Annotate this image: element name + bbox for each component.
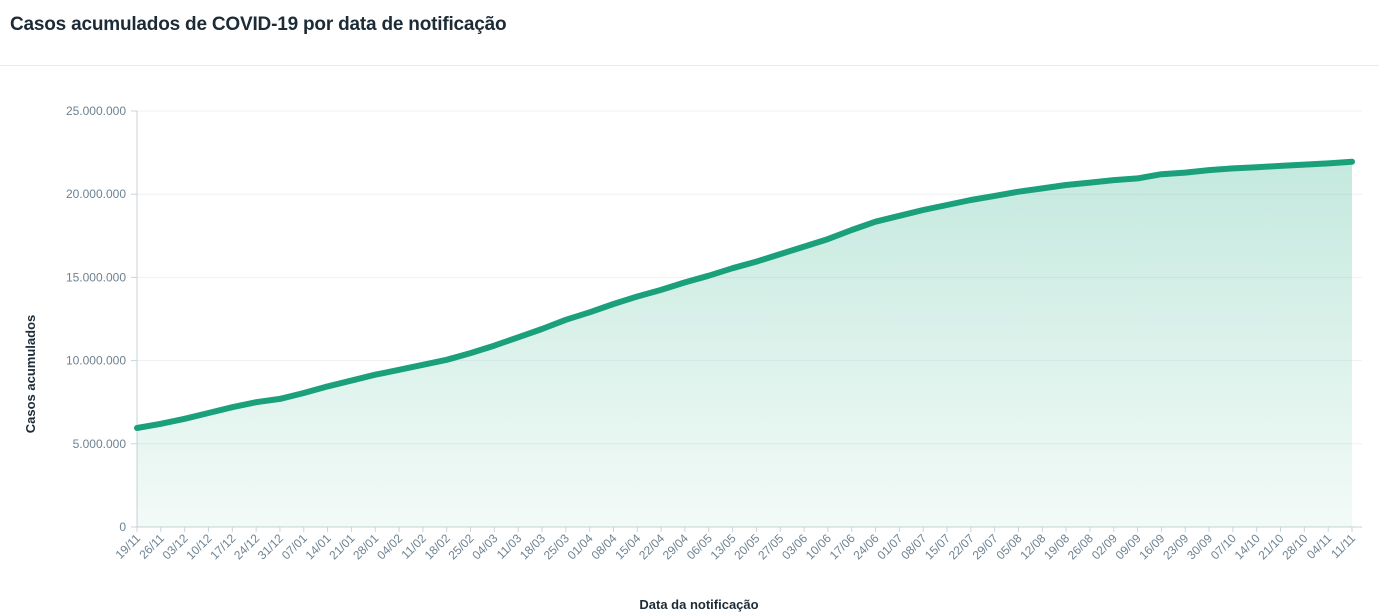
x-tick-label: 15/07 — [922, 531, 953, 562]
x-tick-label: 01/04 — [565, 531, 596, 562]
x-tick-label: 11/03 — [494, 531, 525, 562]
x-tick-label: 25/02 — [445, 531, 476, 562]
chart-title: Casos acumulados de COVID-19 por data de… — [10, 14, 507, 35]
area-fill — [137, 161, 1352, 528]
x-tick-label: 14/01 — [303, 531, 334, 562]
x-tick-label: 28/01 — [350, 531, 381, 562]
x-tick-label: 21/10 — [1255, 531, 1286, 562]
x-tick-label: 10/12 — [183, 531, 214, 562]
x-tick-label: 13/05 — [708, 531, 739, 562]
x-tick-label: 14/10 — [1232, 531, 1263, 562]
x-tick-label: 03/06 — [779, 531, 810, 562]
x-tick-label: 18/03 — [517, 531, 548, 562]
x-tick-label: 27/05 — [755, 531, 786, 562]
x-tick-label: 02/09 — [1089, 531, 1120, 562]
x-tick-label: 04/11 — [1304, 531, 1335, 562]
series-line — [134, 158, 1355, 431]
x-tick-label: 10/06 — [803, 531, 834, 562]
y-tick-label: 5.000.000 — [73, 437, 127, 451]
x-tick-label: 24/06 — [850, 531, 881, 562]
x-tick-label: 29/07 — [970, 531, 1001, 562]
x-tick-label: 03/12 — [160, 531, 191, 562]
y-tick-label: 15.000.000 — [66, 270, 126, 284]
x-axis-label: Data da notificação — [639, 597, 758, 612]
x-tick-label: 17/06 — [827, 531, 858, 562]
x-tick-label: 07/10 — [1208, 531, 1239, 562]
x-tick-label: 21/01 — [326, 531, 357, 562]
x-tick-label: 29/04 — [660, 531, 691, 562]
x-tick-label: 18/02 — [422, 531, 453, 562]
x-tick-label: 30/09 — [1184, 531, 1215, 562]
x-tick-label: 04/02 — [374, 531, 405, 562]
x-tick-label: 11/11 — [1328, 531, 1358, 561]
y-tick-label: 0 — [119, 520, 126, 534]
x-tick-label: 12/08 — [1017, 531, 1048, 562]
x-tick-label: 08/07 — [898, 531, 929, 562]
x-tick-label: 05/08 — [993, 531, 1024, 562]
x-tick-label: 22/07 — [946, 531, 977, 562]
x-tick-label: 17/12 — [207, 531, 238, 562]
x-tick-label: 26/08 — [1065, 531, 1096, 562]
area-series — [134, 158, 1355, 528]
x-tick-label: 16/09 — [1136, 531, 1167, 562]
x-tick-label: 22/04 — [636, 531, 667, 562]
x-tick-label: 15/04 — [612, 531, 643, 562]
x-tick-label: 09/09 — [1113, 531, 1144, 562]
x-tick-label: 31/12 — [255, 531, 286, 562]
x-tick-label: 28/10 — [1279, 531, 1310, 562]
x-tick-label: 26/11 — [136, 531, 167, 562]
y-axis: 0 5.000.000 10.000.000 15.000.000 20.000.000… — [66, 104, 138, 534]
x-tick-label: 23/09 — [1160, 531, 1191, 562]
y-tick-label: 10.000.000 — [66, 354, 126, 368]
x-tick-label: 07/01 — [279, 531, 310, 562]
y-axis-label: Casos acumulados — [23, 315, 38, 434]
x-tick-label: 24/12 — [231, 531, 262, 562]
x-tick-label: 20/05 — [731, 531, 762, 562]
x-tick-label: 11/02 — [399, 531, 430, 562]
x-tick-label: 01/07 — [874, 531, 905, 562]
area-chart: 0 5.000.000 10.000.000 15.000.000 20.000.000… — [23, 104, 1362, 612]
x-tick-label: 04/03 — [469, 531, 500, 562]
x-tick-label: 08/04 — [588, 531, 619, 562]
x-tick-label: 06/05 — [684, 531, 715, 562]
y-tick-label: 25.000.000 — [66, 104, 126, 118]
x-tick-label: 25/03 — [541, 531, 572, 562]
x-tick-label: 19/08 — [1041, 531, 1072, 562]
x-axis: 19/1126/1103/1210/1217/1224/1231/1207/01… — [113, 527, 1358, 562]
y-tick-label: 20.000.000 — [66, 187, 126, 201]
chart-header: Casos acumulados de COVID-19 por data de… — [0, 0, 1379, 66]
x-tick-label: 19/11 — [113, 531, 144, 562]
